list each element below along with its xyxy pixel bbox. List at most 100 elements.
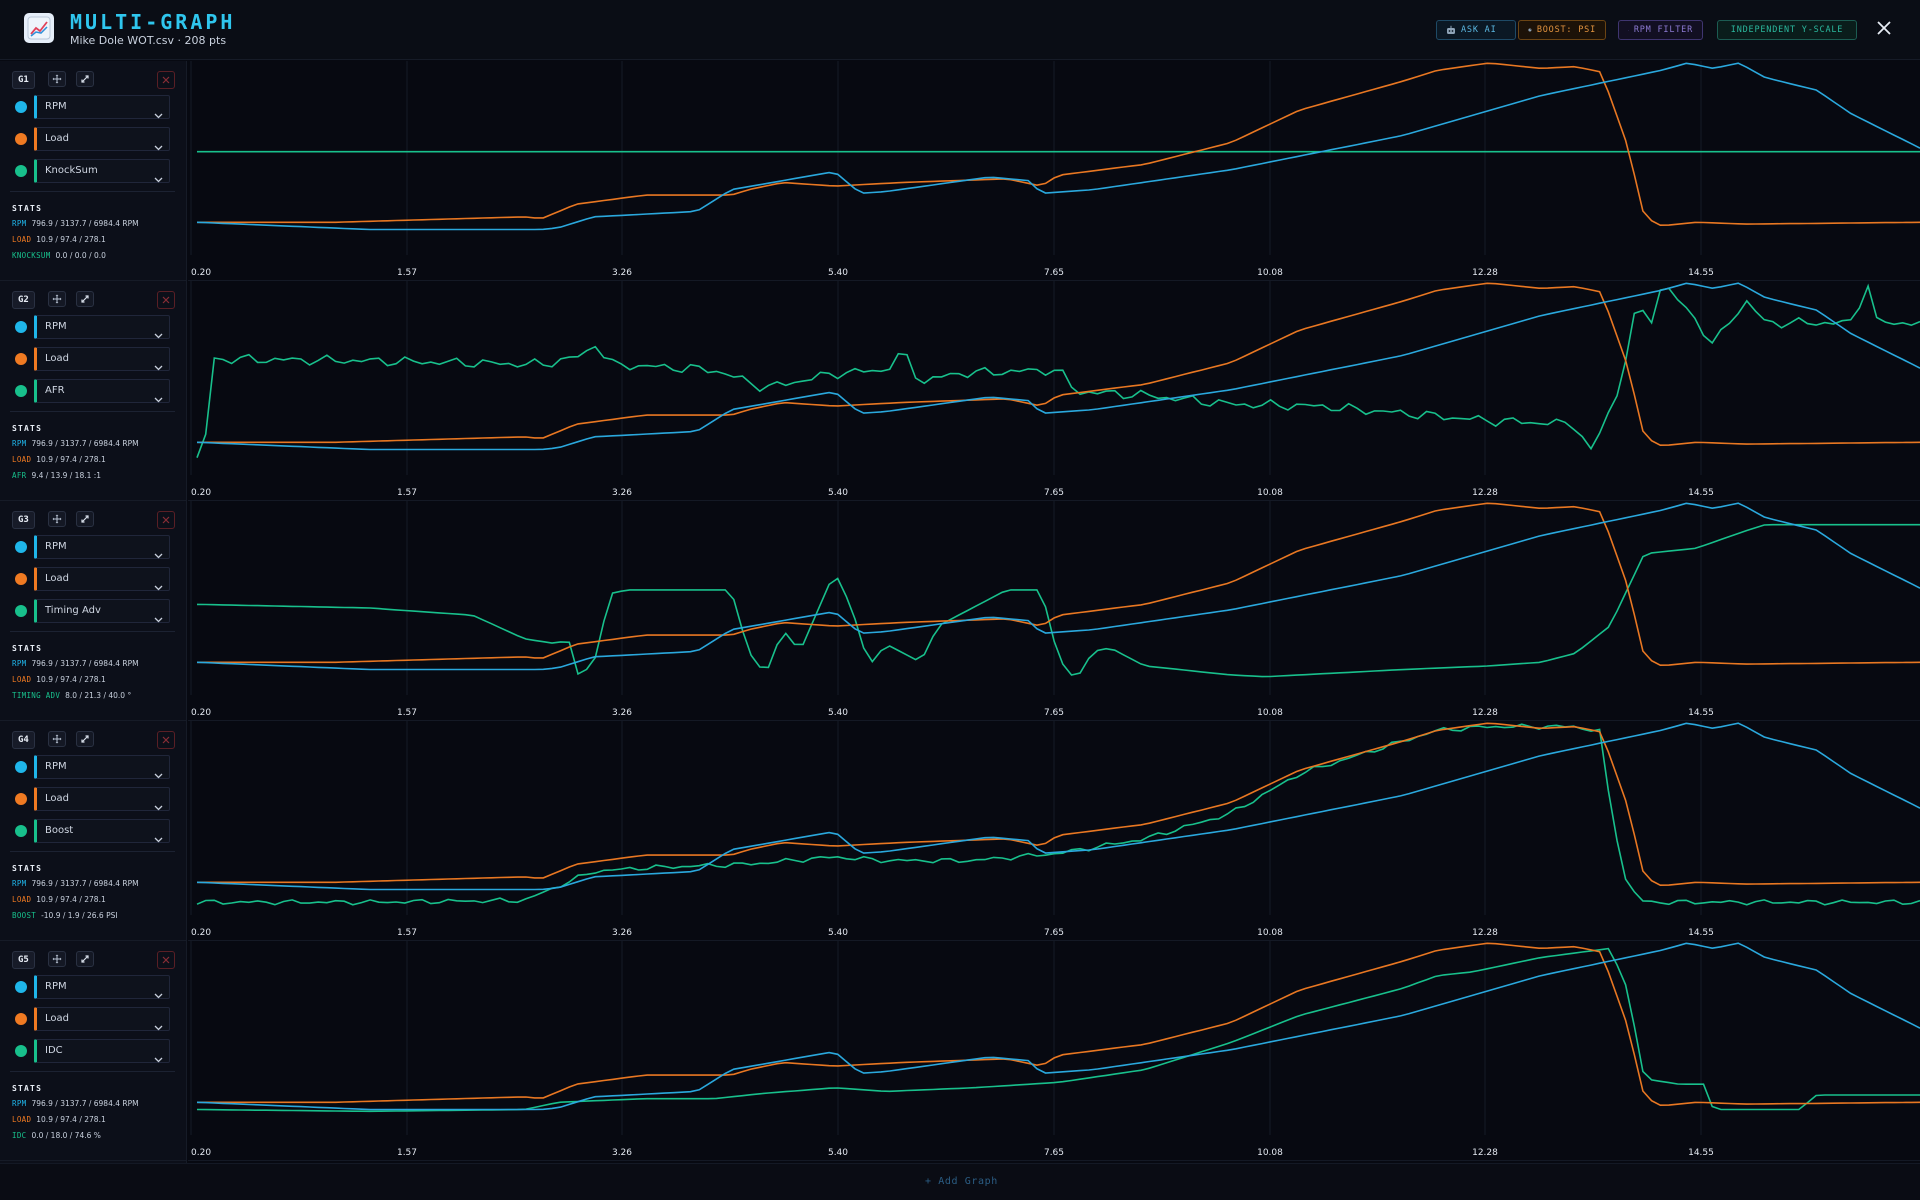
- channel-row: Boost: [0, 819, 187, 843]
- channel-select[interactable]: RPM: [34, 535, 170, 559]
- channel-select[interactable]: Load: [34, 347, 170, 371]
- expand-graph-button[interactable]: [76, 731, 94, 747]
- channel-select[interactable]: Load: [34, 127, 170, 151]
- channel-color-dot[interactable]: [15, 793, 27, 805]
- expand-graph-button[interactable]: [76, 71, 94, 87]
- chart-panel[interactable]: 0.20 1.57 3.26 5.40 7.65 10.08 12.28 14.55: [188, 941, 1920, 1161]
- x-tick-label: 5.40: [828, 1148, 848, 1158]
- channel-color-dot[interactable]: [15, 1045, 27, 1057]
- x-tick-label: 5.40: [828, 708, 848, 718]
- channel-select[interactable]: IDC: [34, 1039, 170, 1063]
- channel-color-dot[interactable]: [15, 165, 27, 177]
- stat-line: IDC 0.0 / 18.0 / 74.6 %: [12, 1131, 101, 1140]
- channel-color-dot[interactable]: [15, 605, 27, 617]
- move-graph-button[interactable]: [48, 731, 66, 747]
- close-button[interactable]: [1872, 16, 1896, 40]
- x-tick-label: 12.28: [1472, 268, 1498, 278]
- channel-select[interactable]: Timing Adv: [34, 599, 170, 623]
- channel-select[interactable]: Boost: [34, 819, 170, 843]
- chart-panel[interactable]: 0.20 1.57 3.26 5.40 7.65 10.08 12.28 14.55: [188, 281, 1920, 501]
- rpm-filter-button[interactable]: RPM FILTER: [1618, 20, 1703, 40]
- channel-color-dot[interactable]: [15, 353, 27, 365]
- chart-panel[interactable]: 0.20 1.57 3.26 5.40 7.65 10.08 12.28 14.55: [188, 721, 1920, 941]
- remove-graph-button[interactable]: [157, 511, 175, 529]
- channel-select-label: Boost: [45, 825, 74, 836]
- channel-select[interactable]: Load: [34, 1007, 170, 1031]
- chart-svg[interactable]: 0.20 1.57 3.26 5.40 7.65 10.08 12.28 14.55: [188, 941, 1920, 1161]
- channel-select-label: RPM: [45, 321, 67, 332]
- chart-panel[interactable]: 0.20 1.57 3.26 5.40 7.65 10.08 12.28 14.55: [188, 61, 1920, 281]
- channel-row: RPM: [0, 535, 187, 559]
- x-tick-label: 0.20: [191, 1148, 211, 1158]
- stat-line: LOAD 10.9 / 97.4 / 278.1: [12, 1115, 106, 1124]
- channel-color-dot[interactable]: [15, 981, 27, 993]
- channel-select-label: Load: [45, 353, 69, 364]
- x-tick-label: 7.65: [1044, 928, 1064, 938]
- channel-color-dot[interactable]: [15, 101, 27, 113]
- x-tick-label: 1.57: [397, 708, 417, 718]
- expand-graph-button[interactable]: [76, 951, 94, 967]
- move-graph-button[interactable]: [48, 291, 66, 307]
- x-tick-label: 3.26: [612, 928, 632, 938]
- channel-select[interactable]: AFR: [34, 379, 170, 403]
- stat-line: AFR 9.4 / 13.9 / 18.1 :1: [12, 471, 101, 480]
- channel-select[interactable]: RPM: [34, 315, 170, 339]
- remove-graph-button[interactable]: [157, 951, 175, 969]
- ask-ai-button[interactable]: ASK AI: [1436, 20, 1516, 40]
- channel-color-dot[interactable]: [15, 385, 27, 397]
- channel-color-dot[interactable]: [15, 825, 27, 837]
- channel-select[interactable]: Load: [34, 787, 170, 811]
- remove-graph-button[interactable]: [157, 291, 175, 309]
- move-graph-button[interactable]: [48, 71, 66, 87]
- channel-select-label: Timing Adv: [45, 605, 101, 616]
- channel-color-dot[interactable]: [15, 1013, 27, 1025]
- x-tick-label: 7.65: [1044, 268, 1064, 278]
- independent-y-scale-toggle[interactable]: INDEPENDENT Y-SCALE: [1717, 20, 1857, 40]
- channel-select[interactable]: RPM: [34, 755, 170, 779]
- channel-select[interactable]: KnockSum: [34, 159, 170, 183]
- stats-heading: STATS: [12, 204, 43, 213]
- channel-color-dot[interactable]: [15, 541, 27, 553]
- stat-line: KNOCKSUM 0.0 / 0.0 / 0.0: [12, 251, 106, 260]
- close-icon: [162, 516, 170, 524]
- page-title: MULTI-GRAPH: [70, 10, 236, 34]
- stats-divider: [10, 411, 175, 412]
- channel-color-dot[interactable]: [15, 573, 27, 585]
- series-line-rpm: [196, 502, 1920, 671]
- stat-name: LOAD: [12, 455, 32, 464]
- expand-graph-button[interactable]: [76, 291, 94, 307]
- channel-color-dot[interactable]: [15, 761, 27, 773]
- move-graph-button[interactable]: [48, 511, 66, 527]
- stat-line: LOAD 10.9 / 97.4 / 278.1: [12, 235, 106, 244]
- channel-select[interactable]: RPM: [34, 975, 170, 999]
- chevron-down-icon: [154, 544, 163, 563]
- channel-select[interactable]: RPM: [34, 95, 170, 119]
- graph-label: G4: [12, 731, 35, 749]
- stat-name: KNOCKSUM: [12, 251, 51, 260]
- series-line-load: [197, 502, 1920, 667]
- add-graph-button[interactable]: + Add Graph: [925, 1176, 998, 1187]
- expand-graph-button[interactable]: [76, 511, 94, 527]
- channel-color-dot[interactable]: [15, 321, 27, 333]
- channel-select-label: RPM: [45, 981, 67, 992]
- x-tick-label: 10.08: [1257, 1148, 1283, 1158]
- series-line-load: [197, 282, 1920, 447]
- x-tick-label: 14.55: [1688, 708, 1714, 718]
- chart-svg[interactable]: 0.20 1.57 3.26 5.40 7.65 10.08 12.28 14.55: [188, 721, 1920, 941]
- stat-name: LOAD: [12, 675, 32, 684]
- series-line-rpm: [196, 62, 1920, 231]
- remove-graph-button[interactable]: [157, 731, 175, 749]
- move-graph-button[interactable]: [48, 951, 66, 967]
- x-tick-label: 3.26: [612, 1148, 632, 1158]
- channel-color-dot[interactable]: [15, 133, 27, 145]
- chart-svg[interactable]: 0.20 1.57 3.26 5.40 7.65 10.08 12.28 14.55: [188, 61, 1920, 281]
- channel-select[interactable]: Load: [34, 567, 170, 591]
- remove-graph-button[interactable]: [157, 71, 175, 89]
- stat-value: 0.0 / 18.0 / 74.6 %: [31, 1131, 101, 1140]
- chart-svg[interactable]: 0.20 1.57 3.26 5.40 7.65 10.08 12.28 14.55: [188, 501, 1920, 721]
- channel-row: RPM: [0, 755, 187, 779]
- chart-panel[interactable]: 0.20 1.57 3.26 5.40 7.65 10.08 12.28 14.55: [188, 501, 1920, 721]
- move-icon: [52, 514, 62, 524]
- chart-svg[interactable]: 0.20 1.57 3.26 5.40 7.65 10.08 12.28 14.55: [188, 281, 1920, 501]
- boost-unit-button[interactable]: BOOST: PSI: [1518, 20, 1606, 40]
